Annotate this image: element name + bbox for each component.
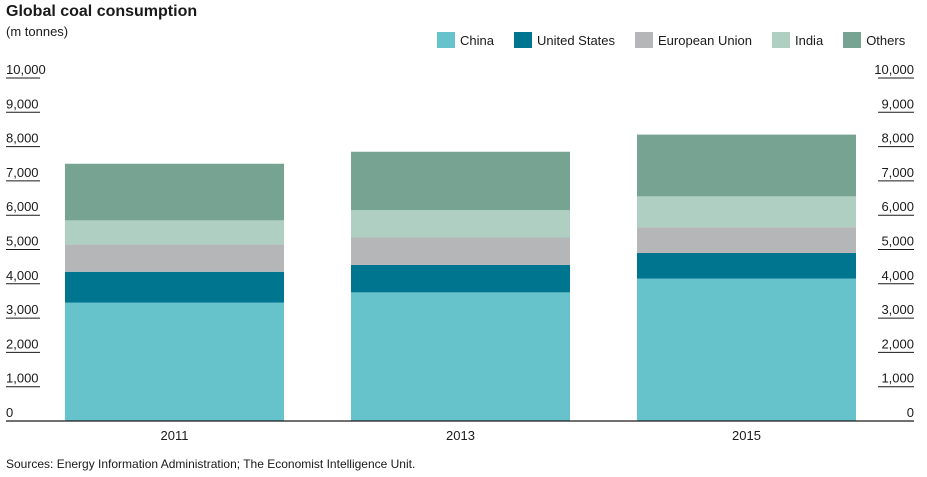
legend-label-united-states: United States [536, 32, 616, 48]
y-tick-label-left: 10,000 [6, 62, 46, 77]
y-tick-label-left: 4,000 [6, 268, 39, 283]
x-tick-label: 2013 [446, 428, 475, 443]
y-tick-label-right: 8,000 [881, 131, 914, 146]
y-tick-label-left: 1,000 [6, 371, 39, 386]
y-tick-label-right: 6,000 [881, 199, 914, 214]
bar-segment-india [637, 196, 856, 228]
legend-item-european-union: European Union [635, 32, 752, 48]
y-tick-label-left: 5,000 [6, 234, 39, 249]
bar-segment-india [351, 210, 570, 238]
bar-segment-china [637, 278, 856, 421]
bar-segment-united-states [351, 264, 570, 293]
x-tick-label: 2011 [161, 428, 189, 443]
y-tick-label-left: 9,000 [6, 96, 39, 111]
bar-segment-others [65, 163, 284, 221]
bar-segment-india [65, 220, 284, 245]
x-tick-label: 2015 [732, 428, 761, 443]
legend-item-china: China [437, 32, 494, 48]
legend-swatch-united-states [513, 32, 532, 48]
bar-segment-european-union [637, 227, 856, 253]
chart-subtitle: (m tonnes) [6, 24, 69, 39]
legend-item-united-states: United States [513, 32, 616, 48]
legend-swatch-others [843, 32, 862, 48]
bar-segment-united-states [65, 271, 284, 303]
bar-segment-china [351, 292, 570, 421]
y-tick-label-right: 3,000 [881, 302, 914, 317]
bar-segment-others [637, 134, 856, 197]
legend-label-european-union: European Union [658, 32, 752, 48]
source-note: Sources: Energy Information Administrati… [6, 457, 416, 471]
legend: China United States European Union India… [437, 32, 905, 48]
bar-segment-european-union [351, 237, 570, 265]
y-tick-label-right: 2,000 [881, 336, 914, 351]
legend-item-india: India [771, 32, 824, 48]
bar-segment-european-union [65, 244, 284, 272]
legend-item-others: Others [843, 32, 905, 48]
bar-segment-china [65, 302, 284, 421]
legend-swatch-india [771, 32, 790, 48]
y-tick-label-left: 8,000 [6, 131, 39, 146]
legend-swatch-china [437, 32, 455, 48]
y-tick-label-right: 9,000 [881, 96, 914, 111]
y-tick-label-left: 0 [6, 405, 13, 420]
y-tick-label-left: 3,000 [6, 302, 39, 317]
y-tick-label-right: 0 [907, 405, 914, 420]
y-tick-label-right: 7,000 [881, 165, 914, 180]
bar-segment-united-states [637, 252, 856, 279]
legend-label-india: India [794, 32, 824, 48]
y-tick-label-right: 5,000 [881, 234, 914, 249]
legend-swatch-european-union [635, 32, 654, 48]
y-tick-label-left: 2,000 [6, 336, 39, 351]
y-tick-label-left: 7,000 [6, 165, 39, 180]
legend-label-china: China [460, 32, 494, 48]
y-tick-label-right: 1,000 [881, 371, 914, 386]
y-tick-label-right: 4,000 [881, 268, 914, 283]
y-tick-label-right: 10,000 [874, 62, 914, 77]
bar-segment-others [351, 151, 570, 211]
chart-title: Global coal consumption [6, 3, 198, 20]
legend-label-others: Others [866, 32, 906, 48]
y-tick-label-left: 6,000 [6, 199, 39, 214]
